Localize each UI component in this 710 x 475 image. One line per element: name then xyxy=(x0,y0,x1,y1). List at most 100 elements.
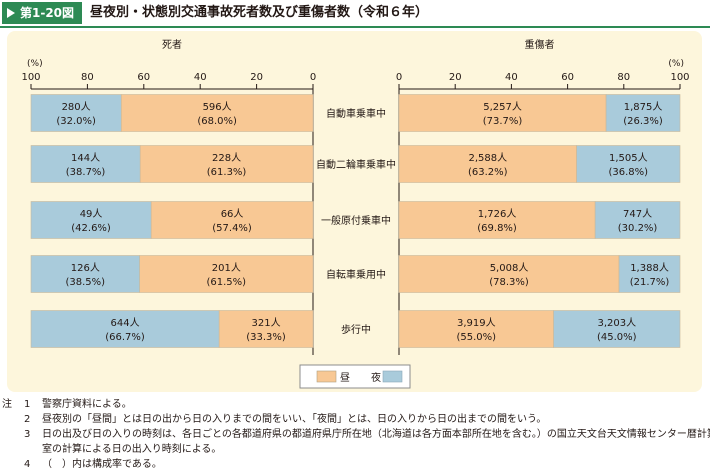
bar-day xyxy=(120,94,314,132)
bar-label-count: 596人 xyxy=(203,101,232,113)
bar-label-pct: (30.2%) xyxy=(618,223,658,234)
note-number: 4 xyxy=(24,459,31,470)
panel-title: 重傷者 xyxy=(525,38,555,51)
axis-unit-label: (%) xyxy=(27,59,43,69)
x-tick-label: 60 xyxy=(561,72,574,83)
bar-label-count: 144人 xyxy=(71,152,100,164)
bar-night xyxy=(30,145,141,183)
bar-label-count: 3,203人 xyxy=(597,317,636,329)
bar-day xyxy=(398,94,607,132)
figure-title: 昼夜別・状態別交通事故死者数及び重傷者数（令和６年） xyxy=(90,5,429,20)
bar-label-pct: (45.0%) xyxy=(597,332,637,343)
x-tick-label: 40 xyxy=(194,72,207,83)
bar-night xyxy=(30,201,152,239)
bar-day xyxy=(398,201,596,239)
bar-label-pct: (38.7%) xyxy=(66,167,106,178)
legend-swatch-day xyxy=(316,370,337,383)
bar-label-pct: (61.5%) xyxy=(206,277,246,288)
bar-day xyxy=(218,310,314,348)
bar-day xyxy=(139,145,314,183)
legend-label-day: 昼 xyxy=(340,372,350,384)
bar-night xyxy=(30,255,140,293)
bar-day xyxy=(398,255,620,293)
x-tick-label: 20 xyxy=(250,72,263,83)
category-label: 自動車乗車中 xyxy=(326,107,386,120)
bar-label-count: 644人 xyxy=(111,317,140,329)
bar-label-pct: (33.3%) xyxy=(246,332,286,343)
x-tick-label: 80 xyxy=(617,72,630,83)
figure-tag-label: 第1-20図 xyxy=(20,6,75,20)
bar-label-pct: (38.5%) xyxy=(65,277,105,288)
bar-label-count: 1,505人 xyxy=(609,152,648,164)
bar-label-count: 49人 xyxy=(80,208,103,220)
bar-label-count: 5,257人 xyxy=(483,101,522,113)
bar-label-pct: (55.0%) xyxy=(456,332,496,343)
bar-label-pct: (73.7%) xyxy=(483,116,523,127)
category-label: 歩行中 xyxy=(341,323,371,336)
bar-night xyxy=(618,255,681,293)
legend-label-night: 夜 xyxy=(371,371,381,384)
bar-day xyxy=(150,201,314,239)
bar-label-count: 321人 xyxy=(252,317,281,329)
x-tick-label: 60 xyxy=(137,72,150,83)
bar-label-pct: (36.8%) xyxy=(609,167,649,178)
bar-day xyxy=(398,310,554,348)
bar-label-pct: (32.0%) xyxy=(56,116,96,127)
bar-label-count: 228人 xyxy=(212,152,241,164)
x-tick-label: 20 xyxy=(449,72,462,83)
bar-label-count: 1,726人 xyxy=(478,208,517,220)
bar-label-pct: (42.6%) xyxy=(71,223,111,234)
bar-night xyxy=(594,201,681,239)
chart-canvas: 死者 (%) 100 80 60 40 20 0 596人 (68.0%) 280人 (32.0%) 2… xyxy=(21,38,690,389)
bar-label-count: 66人 xyxy=(221,208,244,220)
bar-night xyxy=(30,94,122,132)
bar-label-count: 126人 xyxy=(71,262,100,274)
legend-swatch-night xyxy=(382,370,403,383)
bar-label-pct: (57.4%) xyxy=(212,223,252,234)
note-number: 2 xyxy=(24,414,31,425)
note-text: 警察庁資料による。 xyxy=(42,399,132,410)
bar-day xyxy=(139,255,314,293)
title-rule xyxy=(0,26,710,28)
bar-night xyxy=(553,310,681,348)
category-label: 自動二輪車乗車中 xyxy=(316,158,396,171)
bar-label-pct: (69.8%) xyxy=(477,223,517,234)
bar-night xyxy=(576,145,681,183)
bar-label-count: 5,008人 xyxy=(490,262,529,274)
note-text: 室の計算による日の出入り時刻による。 xyxy=(42,444,222,455)
triangle-icon xyxy=(7,8,15,18)
note-number: 3 xyxy=(24,429,31,440)
x-tick-label: 100 xyxy=(670,72,689,83)
figure-header: 第1-20図 昼夜別・状態別交通事故死者数及び重傷者数（令和６年） xyxy=(0,0,710,26)
bar-day xyxy=(398,145,577,183)
bar-label-pct: (26.3%) xyxy=(623,116,663,127)
bar-label-count: 201人 xyxy=(212,262,241,274)
category-label: 自転車乗用中 xyxy=(326,268,386,281)
panel-title: 死者 xyxy=(162,39,182,51)
bar-label-count: 2,588人 xyxy=(468,152,507,164)
bar-label-pct: (21.7%) xyxy=(630,277,670,288)
bar-night xyxy=(30,310,220,348)
bar-label-pct: (78.3%) xyxy=(489,277,529,288)
bar-label-count: 1,388人 xyxy=(630,262,669,274)
notes-label: 注 xyxy=(2,399,12,410)
note-text: 昼夜別の「昼間」とは日の出から日の入りまでの間をいい、「夜間」とは、日の入りから… xyxy=(42,414,547,425)
note-text: （ ）内は構成率である。 xyxy=(42,459,162,470)
bar-label-count: 1,875人 xyxy=(624,101,663,113)
x-tick-label: 0 xyxy=(396,72,402,83)
bar-label-pct: (68.0%) xyxy=(197,116,237,127)
x-tick-label: 0 xyxy=(310,72,316,83)
axis-unit-label: (%) xyxy=(668,59,684,69)
bar-label-pct: (66.7%) xyxy=(105,332,145,343)
bar-label-count: 3,919人 xyxy=(457,317,496,329)
bar-label-pct: (63.2%) xyxy=(468,167,508,178)
figure-tag: 第1-20図 xyxy=(2,2,83,24)
x-tick-label: 80 xyxy=(81,72,94,83)
note-text: 日の出及び日の入りの時刻は、各日ごとの各都道府県の都道府県庁所在地（北海道は各方… xyxy=(42,429,710,440)
bar-label-count: 280人 xyxy=(62,101,91,113)
note-number: 1 xyxy=(24,399,31,410)
bar-night xyxy=(605,94,681,132)
bar-label-pct: (61.3%) xyxy=(207,167,247,178)
x-tick-label: 40 xyxy=(505,72,518,83)
category-label: 一般原付乗車中 xyxy=(321,214,391,227)
